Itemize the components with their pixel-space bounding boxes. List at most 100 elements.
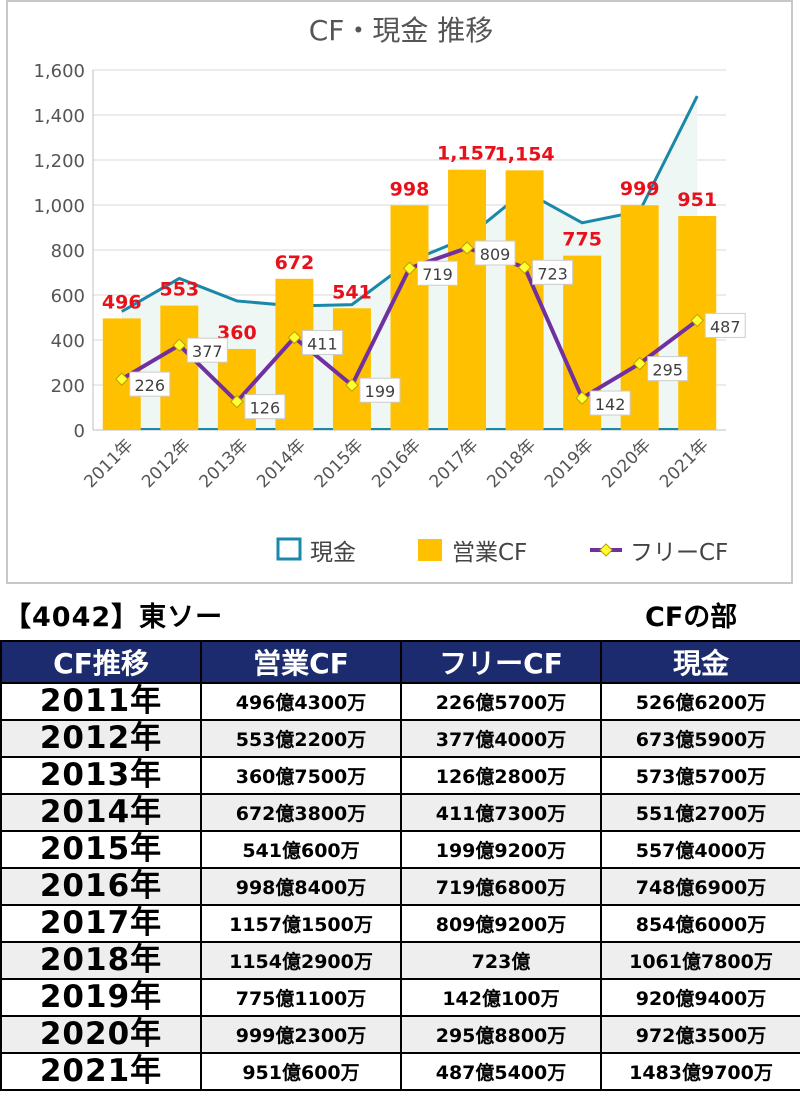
operating-cf-cell: 672億3800万: [200, 793, 402, 832]
year-cell: 2018年: [0, 941, 202, 980]
table-row: 2017年 1157億1500万 809億9200万 854億6000万: [0, 904, 800, 943]
cash-cell: 573億5700万: [600, 756, 800, 795]
operating-cf-cell: 951億600万: [200, 1052, 402, 1091]
year-cell: 2017年: [0, 904, 202, 943]
y-tick-label: 800: [51, 241, 85, 262]
free-cf-label-box: [359, 377, 401, 403]
free-cf-cell: 809億9200万: [400, 904, 602, 943]
x-tick-label: 2021年: [656, 435, 713, 492]
operating-cf-cell: 541億600万: [200, 830, 402, 869]
table-row: 2013年 360億7500万 126億2800万 573億5700万: [0, 756, 800, 795]
table-row: 2014年 672億3800万 411億7300万 551億2700万: [0, 793, 800, 832]
free-cf-label: 199: [365, 382, 396, 401]
x-tick-label: 2015年: [311, 435, 368, 492]
y-tick-label: 1,600: [33, 61, 85, 82]
y-tick-label: 0: [74, 421, 85, 442]
x-tick-label: 2019年: [541, 435, 598, 492]
operating-cf-cell: 999億2300万: [200, 1015, 402, 1054]
cf-table: CF推移 営業CF フリーCF 現金 2011年 496億4300万 226億570…: [0, 640, 800, 1091]
operating-cf-bar: [332, 308, 371, 430]
operating-cf-cell: 553億2200万: [200, 719, 402, 758]
chart-title: CF・現金 推移: [309, 14, 494, 47]
cash-cell: 673億5900万: [600, 719, 800, 758]
y-tick-label: 400: [51, 331, 85, 352]
operating-cf-cell: 360億7500万: [200, 756, 402, 795]
x-tick-label: 2020年: [598, 435, 655, 492]
year-cell: 2014年: [0, 793, 202, 832]
y-tick-label: 1,000: [33, 196, 85, 217]
free-cf-point: [287, 330, 302, 345]
operating-cf-label: 496: [102, 291, 142, 313]
free-cf-cell: 142億100万: [400, 978, 602, 1017]
cash-cell: 557億4000万: [600, 830, 800, 869]
free-cf-point: [690, 313, 704, 328]
operating-cf-label: 1,157: [437, 143, 497, 165]
operating-cf-label: 553: [159, 279, 199, 301]
free-cf-point: [632, 356, 647, 371]
free-cf-label: 126: [250, 399, 281, 418]
operating-cf-label: 672: [275, 252, 315, 274]
x-tick-label: 2014年: [253, 435, 310, 492]
free-cf-label-box: [301, 330, 343, 356]
cash-cell: 1061億7800万: [600, 941, 800, 980]
legend-free-cf-label: フリーCF: [630, 540, 728, 566]
legend-operating-cf-swatch: [418, 539, 442, 561]
operating-cf-bar: [448, 169, 487, 431]
free-cf-label-box: [589, 390, 631, 416]
operating-cf-label: 1,154: [495, 143, 555, 165]
operating-cf-cell: 1157億1500万: [200, 904, 402, 943]
free-cf-label-box: [417, 260, 458, 286]
cash-cell: 748億6900万: [600, 867, 800, 906]
chart-frame: CF・現金 推移 0 200 400 600 800 1,000 1,200 1,400 1,60…: [6, 0, 793, 584]
free-cf-cell: 295億8800万: [400, 1015, 602, 1054]
free-cf-label: 809: [480, 245, 511, 264]
x-tick-label: 2018年: [483, 435, 540, 492]
x-tick-label: 2016年: [368, 435, 425, 492]
free-cf-label-box: [129, 371, 171, 397]
operating-cf-cell: 775億1100万: [200, 978, 402, 1017]
x-tick-label: 2011年: [81, 435, 138, 492]
free-cf-cell: 719億6800万: [400, 867, 602, 906]
cf-cash-chart: CF・現金 推移 0 200 400 600 800 1,000 1,200 1,400 1,60…: [33, 14, 746, 566]
free-cf-point: [345, 378, 359, 392]
column-header: CF推移: [0, 640, 202, 684]
y-tick-label: 600: [51, 286, 85, 307]
free-cf-cell: 487億5400万: [400, 1052, 602, 1091]
cash-cell: 854億6000万: [600, 904, 800, 943]
free-cf-cell: 411億7300万: [400, 793, 602, 832]
cash-cell: 526億6200万: [600, 682, 800, 721]
operating-cf-label: 951: [677, 189, 717, 211]
operating-cf-cell: 998億8400万: [200, 867, 402, 906]
column-header: フリーCF: [400, 640, 602, 684]
section-title: CFの部: [645, 602, 738, 633]
column-header: 営業CF: [200, 640, 402, 684]
table-body: 2011年 496億4300万 226億5700万 526億6200万 2012年 553…: [0, 682, 800, 1091]
free-cf-label: 723: [537, 264, 568, 283]
year-cell: 2020年: [0, 1015, 202, 1054]
table-row: 2019年 775億1100万 142億100万 920億9400万: [0, 978, 800, 1017]
free-cf-label: 487: [710, 317, 741, 336]
y-tick-label: 1,400: [33, 106, 85, 127]
operating-cf-label: 775: [562, 229, 602, 251]
year-cell: 2021年: [0, 1052, 202, 1091]
operating-cf-cell: 496億4300万: [200, 682, 402, 721]
free-cf-label-box: [647, 356, 689, 382]
free-cf-label: 295: [652, 361, 683, 380]
table-row: 2015年 541億600万 199億9200万 557億4000万: [0, 830, 800, 869]
year-cell: 2015年: [0, 830, 202, 869]
column-header: 現金: [600, 640, 800, 684]
legend-operating-cf-label: 営業CF: [452, 540, 527, 566]
free-cf-label-box: [704, 312, 746, 338]
legend-cash-swatch: [276, 537, 302, 561]
legend-free-cf-marker: [599, 543, 613, 557]
cash-cell: 920億9400万: [600, 978, 800, 1017]
operating-cf-cell: 1154億2900万: [200, 941, 402, 980]
y-tick-label: 1,200: [33, 151, 85, 172]
free-cf-point: [460, 241, 474, 255]
free-cf-cell: 199億9200万: [400, 830, 602, 869]
free-cf-label-box: [186, 337, 228, 363]
free-cf-label: 719: [422, 265, 453, 284]
operating-cf-label: 541: [332, 281, 372, 303]
free-cf-point: [172, 338, 187, 352]
cash-cell: 972億3500万: [600, 1015, 800, 1054]
